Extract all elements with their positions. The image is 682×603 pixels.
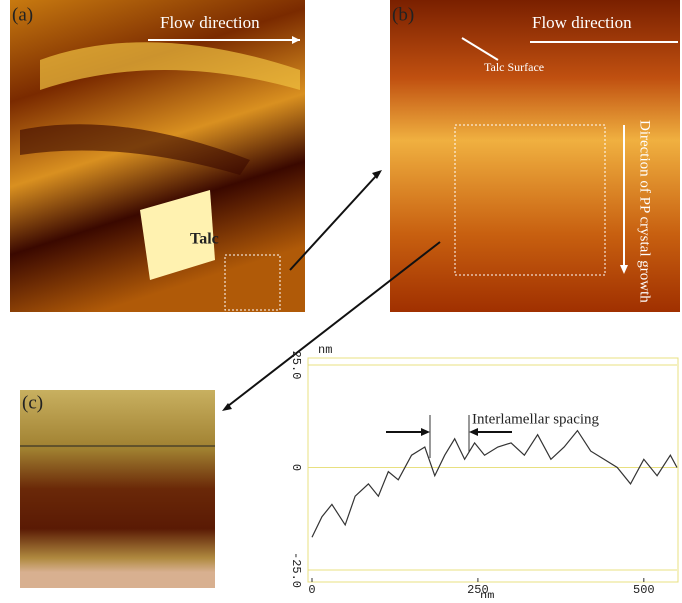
arrow-head [469, 428, 478, 436]
flow-label: Flow direction [532, 13, 632, 32]
texture [20, 124, 250, 175]
annotation: Interlamellar spacing [472, 411, 600, 427]
panel-a: (a) Flow direction Talc [10, 0, 305, 312]
connector [289, 175, 377, 271]
afm-image [20, 390, 215, 588]
arrow-head [292, 36, 300, 44]
flow-label: Flow direction [160, 13, 260, 32]
panel-label: (c) [22, 392, 43, 413]
zoom-box [224, 254, 281, 311]
y-unit: nm [318, 343, 332, 357]
texture [40, 42, 300, 90]
growth-label: Direction of PP crystal growth [637, 120, 653, 303]
panel-label: (a) [12, 4, 33, 25]
panel-label: (b) [392, 4, 414, 25]
arrow-head [620, 265, 628, 274]
y-tick-label: 25.0 [289, 351, 303, 380]
zoom-box [454, 124, 606, 276]
profile-chart: nm nm Interlamellar spacing 25.00-25.00 2… [289, 343, 679, 603]
plot-frame [307, 357, 679, 583]
arrow-head [222, 403, 232, 411]
arrow-head [421, 428, 430, 436]
x-tick-label: 500 [633, 583, 655, 597]
x-tick-label: 250 [467, 583, 489, 597]
arrow-head [372, 170, 382, 179]
panel-b: (b) Flow direction Talc Surface Directio… [390, 0, 680, 312]
x-tick-label: 0 [308, 583, 315, 597]
y-tick-label: -25.0 [289, 552, 303, 588]
afm-image [390, 0, 680, 312]
talc-label: Talc [190, 231, 219, 248]
talc-crystal [140, 190, 215, 280]
profile-line [311, 429, 678, 538]
surface-label: Talc Surface [484, 60, 544, 74]
connector [227, 241, 441, 407]
panel-c: (c) [20, 390, 215, 588]
pointer [461, 37, 499, 61]
y-tick-label: 0 [289, 464, 303, 471]
